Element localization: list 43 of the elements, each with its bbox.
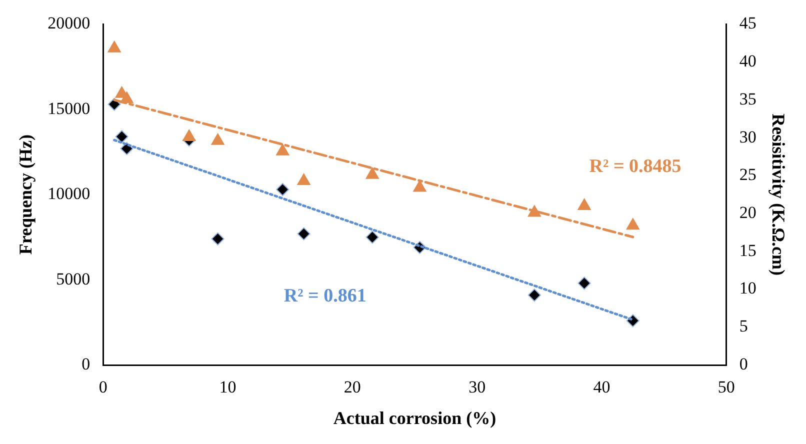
point bbox=[182, 130, 196, 142]
y2-tick-label: 40 bbox=[739, 52, 756, 71]
y2-tick-label: 30 bbox=[739, 127, 756, 146]
x-tick-label: 50 bbox=[718, 378, 735, 397]
y2-tick-label: 20 bbox=[739, 203, 756, 222]
point bbox=[578, 198, 591, 210]
y-tick-label: 15000 bbox=[48, 98, 90, 118]
y-tick-label: 10000 bbox=[48, 184, 90, 204]
y2-tick-label: 5 bbox=[739, 316, 748, 336]
point bbox=[211, 133, 224, 145]
point bbox=[211, 232, 224, 246]
y2-tick-label: 35 bbox=[739, 89, 756, 108]
x-tick-label: 30 bbox=[468, 378, 486, 397]
y2-tick-label: 15 bbox=[739, 240, 756, 260]
point bbox=[276, 182, 290, 196]
x-tick-label: 20 bbox=[344, 378, 361, 397]
y-tick-label: 0 bbox=[82, 354, 90, 374]
y2-axis-title: Resisitivity (K.Ω.cm) bbox=[768, 114, 789, 276]
x-axis-title: Actual corrosion (%) bbox=[333, 408, 496, 428]
point bbox=[578, 276, 591, 290]
x-tick-label: 40 bbox=[593, 378, 610, 397]
point bbox=[297, 227, 310, 240]
y2-tick-label: 45 bbox=[739, 14, 756, 33]
x-tick-label: 0 bbox=[98, 378, 108, 397]
point bbox=[115, 130, 128, 144]
point bbox=[276, 144, 290, 156]
y2-tick-label: 0 bbox=[739, 354, 748, 374]
point bbox=[413, 180, 426, 192]
y-tick-label: 5000 bbox=[56, 269, 90, 288]
point bbox=[366, 167, 379, 179]
point bbox=[528, 288, 541, 302]
point bbox=[108, 40, 121, 52]
point bbox=[108, 98, 121, 111]
y-tick-label: 20000 bbox=[48, 14, 90, 33]
y2-tick-label: 10 bbox=[739, 278, 756, 298]
point bbox=[297, 173, 310, 185]
annotation: R² = 0.861 bbox=[284, 286, 366, 307]
x-tick-label: 10 bbox=[219, 378, 236, 397]
point bbox=[626, 218, 640, 230]
y2-tick-label: 25 bbox=[739, 165, 756, 184]
annotation: R² = 0.8485 bbox=[589, 156, 682, 178]
y-axis-title: Frequency (Hz) bbox=[15, 134, 36, 255]
point bbox=[366, 230, 379, 244]
